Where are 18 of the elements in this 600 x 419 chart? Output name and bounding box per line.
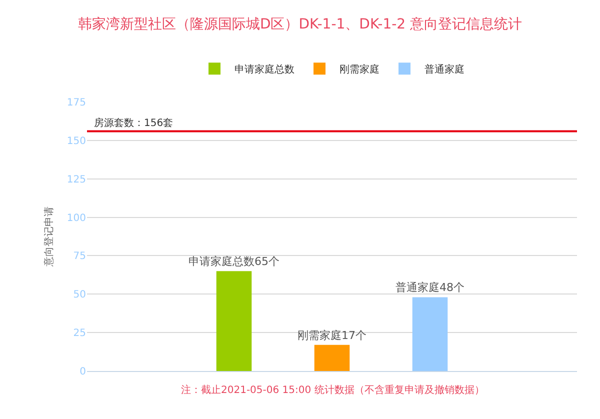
legend-label: 普通家庭 xyxy=(424,64,464,76)
ref-line-label: 房源套数：156套 xyxy=(94,117,174,129)
data-label: 普通家庭48个 xyxy=(396,281,464,294)
y-tick-label: 100 xyxy=(66,212,86,224)
text: 注：截止2021-05-06 15:00 统计数据（不含重复申请及撤销数据） xyxy=(181,384,484,396)
y-tick-label: 75 xyxy=(73,251,86,262)
data-label: 刚需家庭17个 xyxy=(298,328,366,342)
y-tick-label: 150 xyxy=(66,136,86,147)
y-tick-label: 0 xyxy=(80,366,86,378)
y-tick-label: 50 xyxy=(73,290,86,301)
y-tick-label: 125 xyxy=(66,174,86,186)
legend-label: 申请家庭总数 xyxy=(234,64,294,76)
y-tick-label: 175 xyxy=(66,98,86,108)
y-axis-title: 意向登记申请 xyxy=(42,206,55,268)
y-tick-label: 25 xyxy=(73,328,86,340)
chart-title: 韩家湾新型社区（隆源国际城D区）DK-1-1、DK-1-2 意向登记信息统计 xyxy=(78,16,522,33)
legend-label: 刚需家庭 xyxy=(340,64,380,76)
data-label: 申请家庭总数65个 xyxy=(188,255,280,268)
